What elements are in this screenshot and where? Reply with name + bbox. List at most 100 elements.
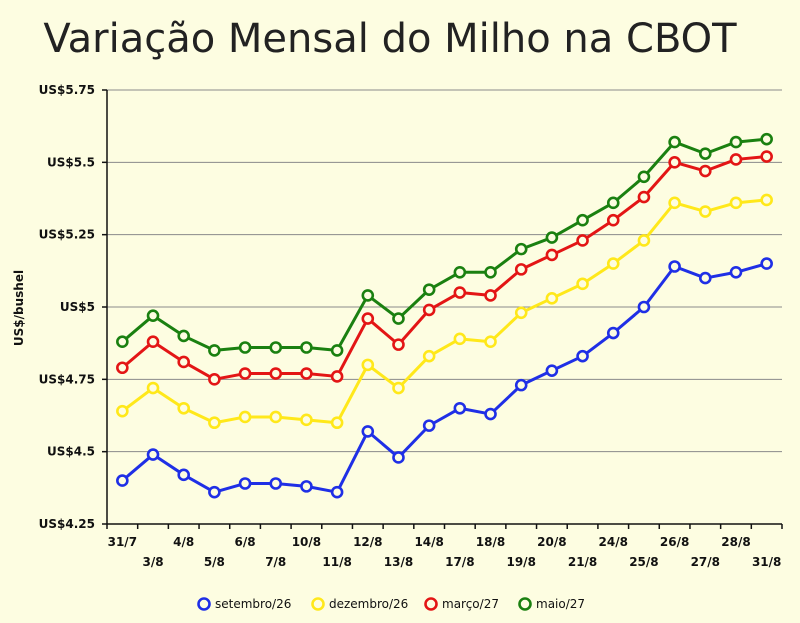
legend-item: março/27: [424, 597, 499, 611]
x-tick-label: 31/8: [752, 555, 781, 569]
data-point: [116, 474, 129, 487]
data-point: [269, 367, 283, 380]
data-point: [146, 335, 160, 349]
data-point: [545, 364, 559, 377]
data-point: [698, 147, 712, 160]
data-point: [330, 485, 344, 499]
data-point: [545, 292, 559, 305]
data-point: [146, 381, 160, 395]
data-point: [606, 213, 620, 227]
data-point: [392, 381, 405, 395]
legend-marker: [197, 597, 211, 611]
y-tick-label: US$4.5: [47, 445, 95, 459]
data-point: [637, 190, 651, 204]
x-tick-label: 31/7: [108, 535, 137, 549]
series-1: [116, 193, 773, 430]
x-tick-label: 12/8: [353, 535, 382, 549]
series-0: [116, 257, 773, 499]
data-point: [576, 234, 589, 247]
axes: [102, 89, 783, 529]
grid-lines: [107, 89, 782, 525]
data-point: [208, 485, 221, 499]
data-point: [392, 312, 405, 325]
legend-label: maio/27: [536, 597, 585, 611]
data-point: [330, 344, 344, 357]
data-point: [177, 329, 191, 343]
data-point: [422, 303, 436, 317]
data-point: [208, 344, 221, 357]
data-point: [238, 477, 252, 490]
data-point: [698, 271, 712, 285]
x-tick-label: 5/8: [204, 555, 225, 569]
data-point: [300, 413, 313, 427]
data-point: [300, 367, 313, 380]
data-point: [514, 263, 528, 276]
series-2: [116, 150, 773, 386]
data-point: [484, 289, 497, 302]
y-tick-label: US$4.75: [39, 372, 95, 386]
legend: setembro/26 dezembro/26 março/27 maio/27: [197, 597, 585, 611]
legend-item: dezembro/26: [311, 597, 408, 611]
data-point: [514, 242, 528, 256]
data-point: [668, 156, 681, 169]
x-tick-label: 10/8: [292, 535, 321, 549]
data-point: [760, 193, 773, 207]
data-point: [453, 265, 467, 279]
x-tick-label: 21/8: [568, 555, 597, 569]
legend-marker: [424, 597, 438, 611]
data-point: [606, 196, 620, 210]
x-tick-label: 7/8: [265, 555, 286, 569]
data-point: [729, 265, 743, 279]
data-point: [698, 164, 712, 178]
legend-label: março/27: [442, 597, 499, 611]
x-tick-label: 11/8: [322, 555, 351, 569]
legend-marker: [518, 597, 532, 611]
data-point: [760, 150, 773, 163]
data-point: [484, 407, 497, 421]
x-tick-label: 27/8: [691, 555, 720, 569]
x-tick-label: 18/8: [476, 535, 505, 549]
data-point: [668, 196, 681, 210]
data-point: [637, 300, 651, 314]
x-tick-label: 19/8: [506, 555, 535, 569]
series-line: [121, 198, 767, 425]
data-point: [116, 361, 129, 375]
data-point: [177, 401, 191, 415]
data-point: [422, 419, 436, 432]
data-point: [269, 410, 283, 424]
data-point: [208, 373, 221, 386]
data-point: [484, 265, 497, 279]
data-point: [392, 451, 405, 464]
data-point: [116, 404, 129, 418]
x-tick-label: 13/8: [384, 555, 413, 569]
data-point: [729, 196, 743, 210]
y-tick-labels: US$4.25 US$4.5 US$4.75 US$5 US$5.25 US$5.5 US$…: [39, 83, 95, 531]
data-point: [545, 231, 559, 244]
series-line: [121, 262, 768, 494]
data-point: [300, 341, 313, 354]
data-point: [668, 260, 681, 273]
data-point: [116, 335, 129, 349]
series-line: [121, 155, 767, 381]
data-point: [330, 416, 344, 430]
legend-item: maio/27: [518, 597, 585, 611]
data-point: [361, 425, 375, 438]
data-point: [453, 286, 467, 299]
x-tick-label: 14/8: [414, 535, 443, 549]
data-point: [177, 355, 191, 369]
x-tick-labels: 31/73/84/85/86/87/810/811/812/813/814/81…: [108, 535, 782, 569]
data-point: [668, 135, 681, 149]
legend-label: dezembro/26: [329, 597, 408, 611]
data-point: [637, 234, 651, 247]
x-tick-label: 4/8: [173, 535, 194, 549]
legend-item: setembro/26: [197, 597, 291, 611]
data-point: [146, 448, 160, 461]
data-point: [729, 135, 743, 149]
legend-label: setembro/26: [215, 597, 291, 611]
data-point: [361, 358, 375, 372]
y-tick-label: US$5.75: [39, 83, 95, 97]
x-tick-label: 24/8: [599, 535, 628, 549]
data-point: [576, 213, 589, 227]
chart-title: Variação Mensal do Milho na CBOT: [43, 16, 737, 62]
